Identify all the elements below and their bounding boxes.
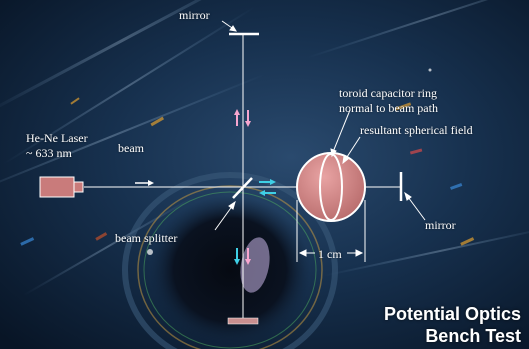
title-line2: Bench Test [425,326,521,346]
beam-splitter-label: beam splitter [115,231,178,245]
laser-label-line1: He-Ne Laser [26,131,88,145]
spherical-field-label: resultant spherical field [360,123,473,137]
mirror-right-label: mirror [425,218,456,232]
pink-arrow-up [234,109,240,126]
spherical-field [296,152,366,222]
toroid-label-line1: toroid capacitor ring [339,86,437,100]
galaxy-black-hole [122,172,338,349]
background-streaks [0,0,529,297]
dimension-label: 1 cm [318,247,342,261]
bottom-mirror [227,317,259,325]
toroid-label-line2: normal to beam path [339,101,438,115]
cyan-arrow-right [259,179,276,185]
background-speckles [20,68,475,302]
pink-arrow-down-lower [245,248,251,265]
pink-arrow-down [245,110,251,127]
title-line1: Potential Optics [383,304,521,324]
laser-label-line2: ~ 633 nm [26,146,72,160]
beam-arrow [135,180,154,186]
mirror-top-label: mirror [179,8,210,22]
cyan-arrow-left [259,190,276,196]
beam-splitter [232,177,253,199]
cyan-arrow-down [234,248,240,265]
leader-lines [214,20,426,231]
laser-device [39,176,84,198]
toroid-ring [319,153,343,221]
beam-label: beam [118,141,144,155]
dimension-marker [296,200,366,262]
